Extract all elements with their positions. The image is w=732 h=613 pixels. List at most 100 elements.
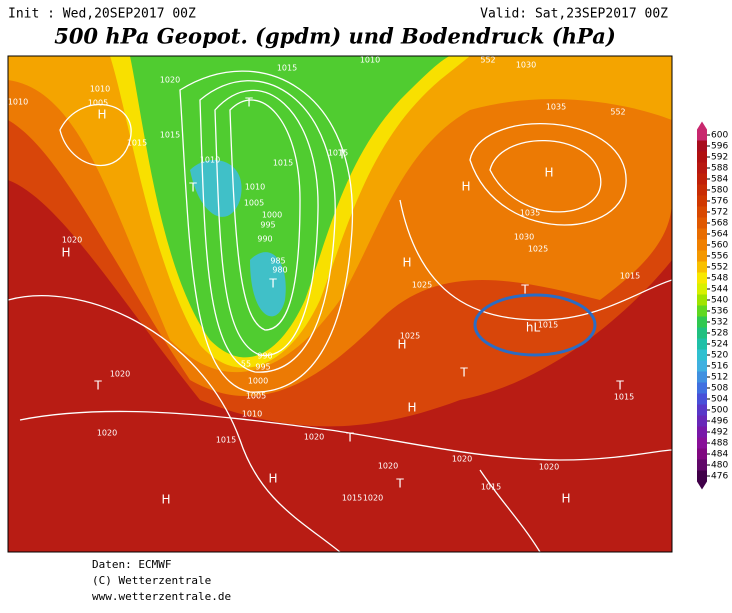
colorbar-label: 560 <box>711 241 728 251</box>
colorbar-segment <box>697 184 707 196</box>
colorbar-segment <box>697 173 707 185</box>
isobar-label: 1010 <box>8 98 28 107</box>
isobar-label: 1020 <box>97 429 117 438</box>
colorbar-segment <box>697 261 707 273</box>
pressure-center: T <box>395 477 404 491</box>
colorbar-label: 480 <box>711 461 728 471</box>
isobar-label: 1015 <box>481 483 501 492</box>
isobar-label: 1010 <box>245 183 265 192</box>
map-frame <box>7 55 673 553</box>
isobar-label: 1015 <box>328 149 348 158</box>
colorbar-label: 528 <box>711 329 728 339</box>
colorbar-segment <box>697 393 707 405</box>
isobar-label: 990 <box>257 235 272 244</box>
pressure-center: H <box>402 256 411 270</box>
isobar-label: 1015 <box>216 436 236 445</box>
pressure-center: T <box>93 379 102 393</box>
colorbar-segment <box>697 415 707 427</box>
colorbar-segment <box>697 272 707 284</box>
isobar-label: 1035 <box>546 103 566 112</box>
colorbar-segment <box>697 217 707 229</box>
pressure-center: H <box>397 338 406 352</box>
colorbar-label: 588 <box>711 164 728 174</box>
footer-url: www.wetterzentrale.de <box>92 590 231 603</box>
colorbar-label: 516 <box>711 362 728 372</box>
isobar-label: 1035 <box>520 209 540 218</box>
isobar-label: 1020 <box>304 433 324 442</box>
colorbar-segment <box>697 151 707 163</box>
valid-time: Valid: Sat,23SEP2017 00Z <box>480 7 668 22</box>
pressure-center: H <box>268 472 277 486</box>
highlight-ellipse <box>473 293 597 357</box>
isobar-label: 1015 <box>614 393 634 402</box>
map-title: 500 hPa Geopot. (gpdm) und Bodendruck (h… <box>54 24 616 49</box>
colorbar-label: 548 <box>711 274 728 284</box>
isobar-label: 55 <box>241 360 251 369</box>
isobar-label: 1000 <box>262 211 282 220</box>
pressure-center: T <box>244 96 253 110</box>
colorbar-segment <box>697 382 707 394</box>
isobar-label: 1030 <box>516 61 536 70</box>
isobar-label: 1000 <box>248 377 268 386</box>
colorbar-label: 524 <box>711 340 728 350</box>
pressure-center: H <box>97 108 106 122</box>
isobar-label: 1010 <box>242 410 262 419</box>
colorbar-bottom-cap <box>697 481 707 490</box>
colorbar-segment <box>697 371 707 383</box>
isobar-label: 1020 <box>160 76 180 85</box>
colorbar-label: 600 <box>711 131 728 141</box>
colorbar-label: 492 <box>711 428 728 438</box>
colorbar-label: 584 <box>711 175 728 185</box>
colorbar-segment <box>697 470 707 482</box>
colorbar-label: 504 <box>711 395 728 405</box>
isobar-label: 1005 <box>244 199 264 208</box>
colorbar-label: 544 <box>711 285 728 295</box>
colorbar-segment <box>697 316 707 328</box>
colorbar-top-cap <box>697 121 707 130</box>
isobar-label: 552 <box>610 108 625 117</box>
colorbar-segment <box>697 195 707 207</box>
isobar-label: 1020 <box>378 462 398 471</box>
colorbar-label: 564 <box>711 230 728 240</box>
colorbar-segment <box>697 228 707 240</box>
colorbar-label: 596 <box>711 142 728 152</box>
colorbar-segment <box>697 250 707 262</box>
isobar-label: 1020 <box>539 463 559 472</box>
isobar-label: 1020 <box>62 236 82 245</box>
colorbar-segment <box>697 305 707 317</box>
isobar-label: 1015 <box>277 64 297 73</box>
footer-source: Daten: ECMWF <box>92 558 171 571</box>
colorbar-segment <box>697 437 707 449</box>
pressure-center: H <box>407 401 416 415</box>
colorbar-segment <box>697 327 707 339</box>
isobar-label: 1015 <box>342 494 362 503</box>
isobar-label: 1020 <box>452 455 472 464</box>
colorbar-segment <box>697 283 707 295</box>
isobar-label: 1015 <box>273 159 293 168</box>
pressure-center: T <box>345 431 354 445</box>
pressure-center: T <box>337 148 346 162</box>
colorbar-label: 540 <box>711 296 728 306</box>
pressure-center: T <box>615 379 624 393</box>
map-area <box>8 56 672 552</box>
colorbar-label: 576 <box>711 197 728 207</box>
colorbar-segment <box>697 338 707 350</box>
isobar-label: 552 <box>480 56 495 65</box>
colorbar-segment <box>697 239 707 251</box>
colorbar-label: 532 <box>711 318 728 328</box>
colorbar-segment <box>697 294 707 306</box>
colorbar-label: 536 <box>711 307 728 317</box>
isobar-label: 1015 <box>620 272 640 281</box>
isobar-label: 1015 <box>160 131 180 140</box>
init-time: Init : Wed,20SEP2017 00Z <box>8 7 196 22</box>
colorbar-segment <box>697 459 707 471</box>
colorbar-label: 552 <box>711 263 728 273</box>
pressure-center: hL <box>526 321 541 335</box>
colorbar-segment <box>697 448 707 460</box>
colorbar-label: 572 <box>711 208 728 218</box>
isobar-label: 980 <box>272 266 287 275</box>
colorbar-label: 476 <box>711 472 728 482</box>
pressure-center: H <box>461 180 470 194</box>
